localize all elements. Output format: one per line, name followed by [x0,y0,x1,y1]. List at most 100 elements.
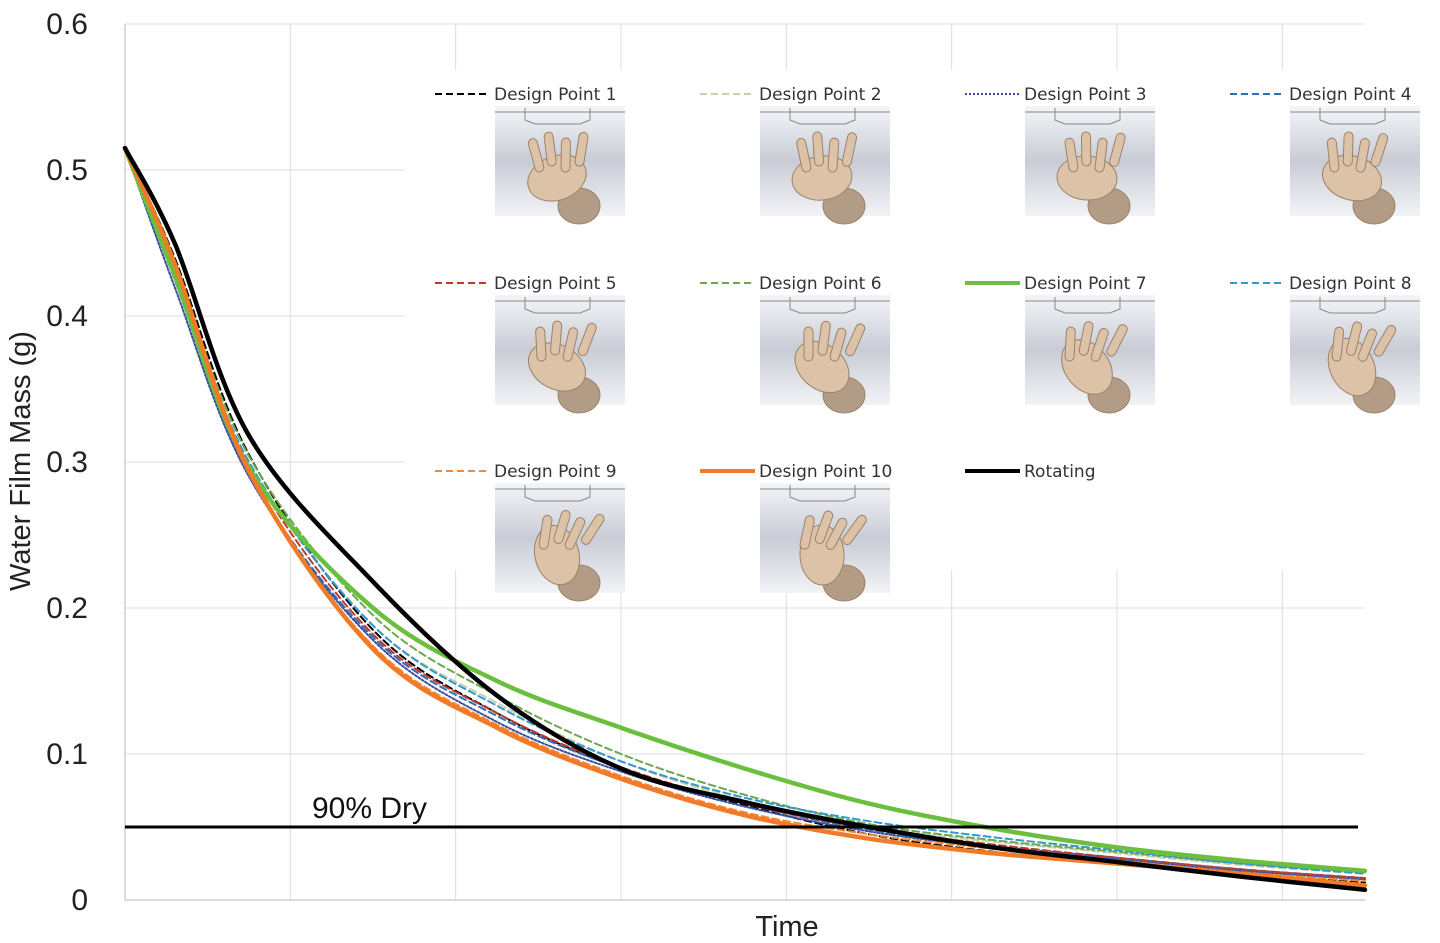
finger-shape [574,131,589,167]
hand-orientation-thumbnail [1025,295,1155,414]
legend-label: Design Point 5 [494,274,617,294]
axes [124,24,1365,901]
legend-item: Design Point 6 [700,274,890,414]
nozzle-outline [760,297,890,314]
legend-item: Design Point 1 [435,85,625,225]
hand-orientation-thumbnail [1290,295,1420,414]
finger-shape [1090,328,1109,362]
legend-label: Design Point 7 [1024,274,1147,294]
series-line [122,145,1368,893]
finger-shape [580,513,605,545]
nozzle-outline [495,108,625,125]
y-tick-label: 0.1 [46,738,88,771]
legend-item: Design Point 7 [965,274,1155,414]
series-line [124,147,1366,874]
finger-shape [827,137,840,173]
legend-label: Design Point 2 [759,85,882,105]
finger-shape [553,510,571,544]
finger-shape [1078,321,1094,356]
finger-shape [527,138,545,173]
y-tick-labels: 0 0.1 0.2 0.3 0.4 0.5 0.6 [46,8,88,917]
finger-shape [1094,137,1108,173]
finger-shape [842,514,867,546]
y-tick-label: 0.2 [46,592,88,625]
nozzle-outline [760,108,890,125]
legend-label: Design Point 6 [759,274,882,294]
nozzle-outline [1025,108,1155,125]
finger-shape [1373,324,1397,357]
hand-orientation-thumbnail [1290,106,1420,225]
legend-item: Design Point 9 [435,462,625,602]
legend-label: Design Point 10 [759,462,892,482]
finger-shape [1109,132,1126,167]
finger-shape [817,320,831,356]
hand-orientation-thumbnail [495,483,625,602]
legend: Design Point 1 Design Point 2 Design Point… [405,70,1435,602]
legend-label: Design Point 8 [1289,274,1412,294]
nozzle-outline [495,297,625,314]
hand-orientation-thumbnail [495,295,625,414]
finger-shape [577,322,597,357]
finger-shape [1355,137,1370,173]
finger-shape [1106,324,1128,357]
hand-orientation-thumbnail [760,106,890,225]
nozzle-outline [1025,297,1155,314]
legend-item: Design Point 10 [700,462,892,602]
finger-shape [1370,133,1389,167]
finger-shape [1080,131,1092,167]
finger-shape [1342,131,1354,167]
finger-shape [829,327,847,362]
finger-shape [1064,326,1076,362]
finger-shape [543,131,557,167]
y-tick-label: 0 [71,884,88,917]
finger-shape [562,327,579,362]
finger-shape [799,515,815,550]
series-lines [122,145,1368,893]
finger-shape [1064,137,1079,173]
finger-shape [538,514,553,550]
hand-orientation-thumbnail [760,483,890,602]
finger-shape [803,326,814,362]
legend-label: Rotating [1024,462,1096,482]
legend-item: Design Point 3 [965,85,1155,225]
x-axis-title: Time [755,911,818,943]
nozzle-outline [495,485,625,502]
legend-item: Design Point 2 [700,85,890,225]
legend-item: Design Point 4 [1230,85,1420,225]
hand-orientation-thumbnail [760,295,890,414]
nozzle-outline [760,485,890,502]
y-axis-title: Water Film Mass (g) [5,331,37,591]
finger-shape [564,517,586,550]
y-tick-label: 0.4 [46,300,88,333]
finger-shape [841,132,858,167]
nozzle-outline [1290,108,1420,125]
legend-label: Design Point 4 [1289,85,1412,105]
legend-label: Design Point 3 [1024,85,1147,105]
nozzle-outline [1290,297,1420,314]
finger-shape [535,326,547,362]
legend-item: Rotating [965,462,1096,482]
y-tick-label: 0.6 [46,8,88,41]
finger-shape [1357,328,1378,362]
reference-line-label: 90% Dry [312,792,427,825]
finger-shape [845,323,866,357]
hand-orientation-thumbnail [495,106,625,225]
legend-label: Design Point 1 [494,85,617,105]
finger-shape [825,517,848,550]
finger-shape [560,137,571,173]
finger-shape [550,320,563,356]
legend-label: Design Point 9 [494,462,617,482]
hand-orientation-thumbnail [1025,106,1155,225]
y-tick-label: 0.5 [46,154,88,187]
finger-shape [1326,137,1340,173]
y-tick-label: 0.3 [46,446,88,479]
finger-shape [812,131,825,167]
reference-line-group: 90% Dry [125,792,1358,829]
finger-shape [814,510,834,545]
finger-shape [796,137,812,173]
finger-shape [1346,321,1363,356]
finger-shape [1331,326,1345,362]
legend-item: Design Point 8 [1230,274,1420,414]
legend-item: Design Point 5 [435,274,625,414]
